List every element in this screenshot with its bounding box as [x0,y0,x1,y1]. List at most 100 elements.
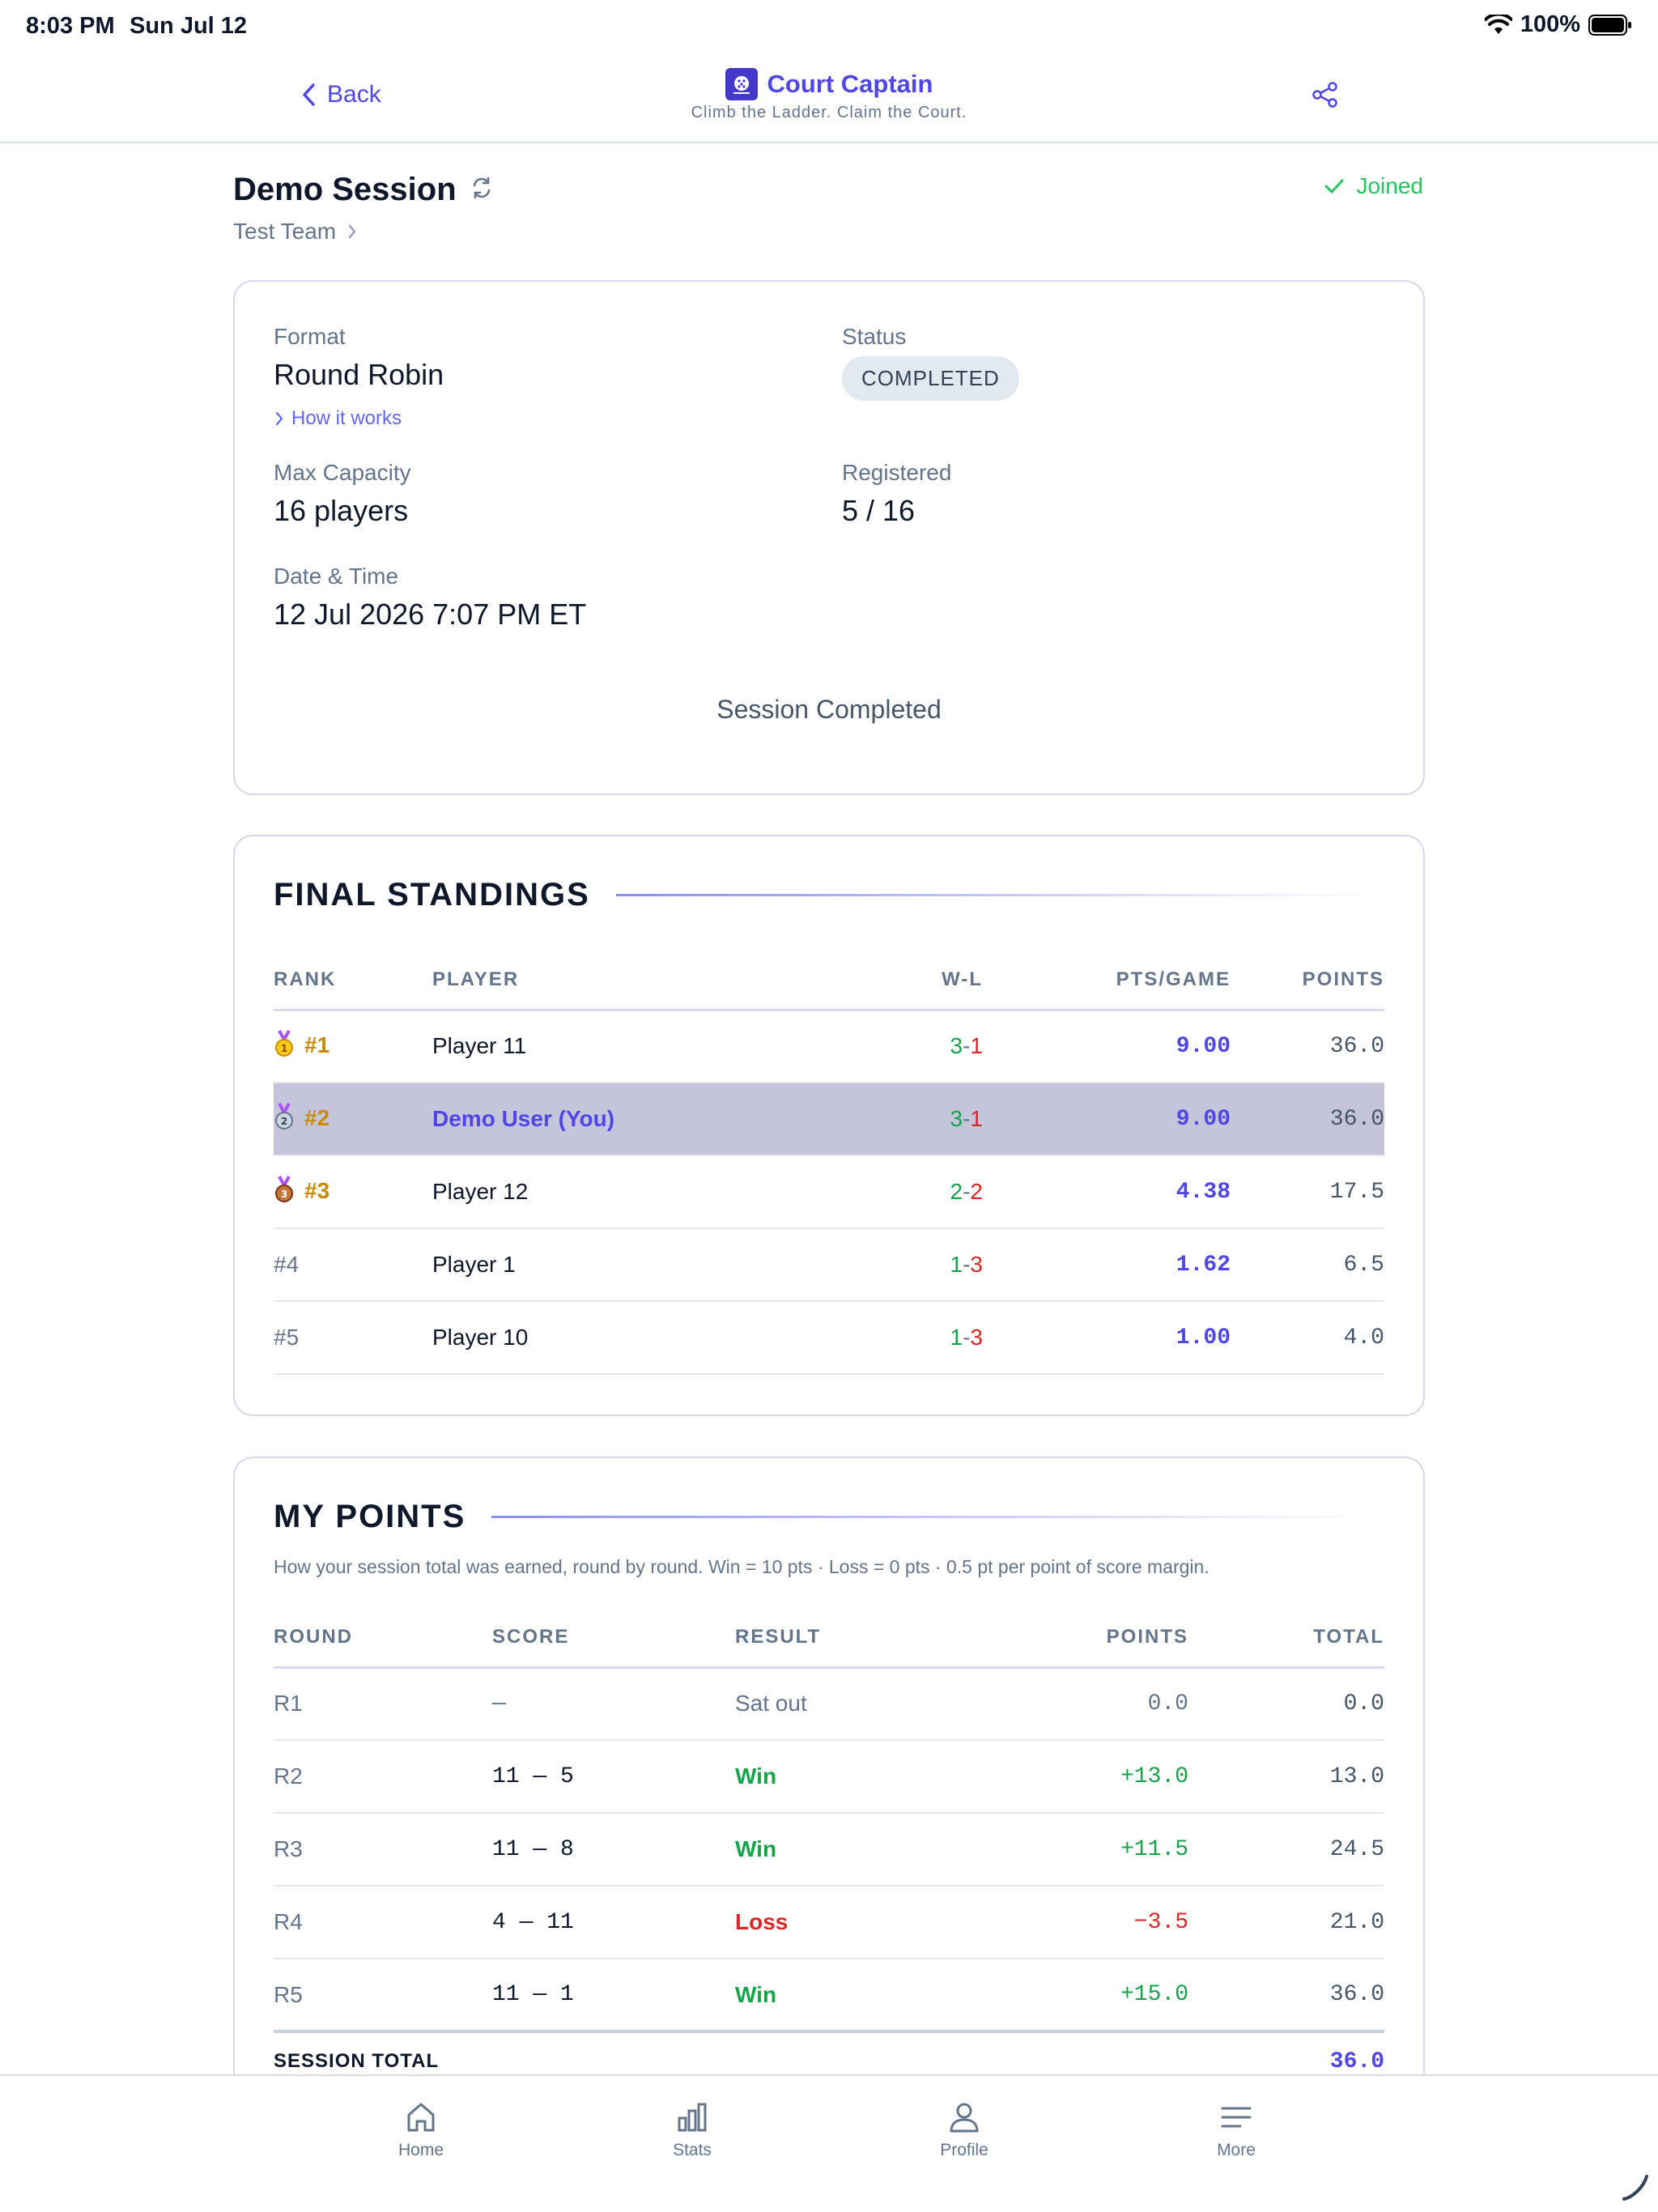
standings-table: RANK PLAYER W-L PTS/GAME POINTS 1 #1 Play… [274,951,1384,1375]
col-score: SCORE [492,1609,735,1669]
score: 4 — 11 [492,1886,735,1959]
joined-status: Joined [1324,173,1423,199]
col-points: POINTS [1002,1609,1188,1669]
my-points-card: MY POINTS How your session total was ear… [233,1457,1425,2212]
back-button[interactable]: Back [301,81,381,108]
tab-profile-label: Profile [940,2141,988,2159]
rank: #5 [274,1301,432,1375]
app-logo-icon [725,68,758,100]
player-name: Player 1 [432,1228,821,1302]
points: 6.5 [1231,1228,1384,1302]
round-points: −3.5 [1002,1886,1188,1959]
standings-row[interactable]: #4 Player 1 1-3 1.62 6.5 [274,1228,1384,1302]
col-total: TOTAL [1188,1609,1384,1669]
registered-label: Registered [842,460,952,485]
menu-icon [1221,2107,1252,2128]
how-it-works-link[interactable]: How it works [275,407,402,430]
col-ppg: PTS/GAME [983,951,1231,1011]
rank: #4 [274,1228,432,1302]
page-title: Demo Session [233,172,457,207]
status-time: 8:03 PM [26,13,115,39]
brand: Court Captain Climb the Ladder. Claim th… [0,68,1658,122]
round-points: +13.0 [1002,1740,1188,1814]
pts-per-game: 4.38 [983,1155,1231,1229]
how-it-works-label: How it works [291,407,402,429]
tab-more-label: More [1217,2141,1256,2159]
chevron-left-icon [303,83,315,106]
status-badge: COMPLETED [842,356,1019,401]
standings-row[interactable]: 1 #1 Player 11 3-1 9.00 36.0 [274,1010,1384,1083]
round: R4 [274,1886,492,1959]
chevron-right-icon [275,411,283,426]
win-loss: 1-3 [821,1301,983,1375]
share-button[interactable] [1312,81,1339,113]
my-points-table: ROUND SCORE RESULT POINTS TOTAL R1 — Sat… [274,1609,1384,2090]
status-field: Status COMPLETED [842,324,1019,401]
refresh-button[interactable] [470,176,494,204]
pts-per-game: 1.00 [983,1301,1231,1375]
status-indicators: 100% [1484,11,1632,38]
standings-row[interactable]: #5 Player 10 1-3 1.00 4.0 [274,1301,1384,1375]
session-title-row: Demo Session [233,172,494,208]
player-name: Demo User (You) [432,1083,821,1156]
win-loss: 3-1 [821,1083,983,1156]
registered-field: Registered 5 / 16 [842,460,951,528]
capacity-value: 16 players [274,494,409,527]
app-tagline: Climb the Ladder. Claim the Court. [691,104,967,121]
standings-row[interactable]: 3 #3 Player 12 2-2 4.38 17.5 [274,1155,1384,1229]
standings-row-current-user[interactable]: 2 #2 Demo User (You) 3-1 9.00 36.0 [274,1083,1384,1156]
session-completed-message: Session Completed [716,695,942,724]
round-row: R2 11 — 5 Win +13.0 13.0 [274,1740,1384,1814]
silver-medal-icon: 2 [274,1102,295,1136]
pts-per-game: 1.62 [983,1228,1231,1302]
status-label: Status [842,324,907,349]
result: Loss [735,1886,1002,1959]
heading-divider [491,1516,1371,1518]
round-points: +15.0 [1002,1959,1188,2032]
datetime-field: Date & Time 12 Jul 2026 7:07 PM ET [274,564,586,632]
my-points-description: How your session total was earned, round… [274,1556,1209,1577]
chevron-right-icon [348,224,356,239]
round-row: R5 11 — 1 Win +15.0 36.0 [274,1959,1384,2032]
heading-divider [615,894,1377,896]
round: R3 [274,1813,492,1887]
tab-home[interactable]: Home [356,2100,486,2160]
col-result: RESULT [735,1609,1002,1669]
round: R1 [274,1667,492,1741]
rank: #3 [304,1177,330,1203]
team-link[interactable]: Test Team [233,219,357,245]
tab-stats-label: Stats [673,2141,712,2159]
result: Win [735,1813,1002,1887]
user-icon [950,2103,979,2133]
round: R5 [274,1959,492,2032]
svg-text:3: 3 [281,1189,287,1200]
refresh-icon [473,177,490,199]
share-icon [1312,82,1337,108]
player-name: Player 10 [432,1301,821,1375]
tab-bar: Home Stats Profile More [0,2074,1658,2212]
resize-handle-icon [1622,2175,1648,2201]
tab-profile[interactable]: Profile [899,2100,1029,2160]
my-points-title: MY POINTS [274,1499,466,1534]
result: Sat out [735,1667,1002,1741]
player-name: Player 11 [432,1010,821,1083]
col-points: POINTS [1231,951,1384,1011]
points: 36.0 [1231,1083,1384,1156]
round-row: R1 — Sat out 0.0 0.0 [274,1667,1384,1741]
score: 11 — 5 [492,1740,735,1814]
col-round: ROUND [274,1609,492,1669]
bar-chart-icon [678,2103,707,2132]
result: Win [735,1959,1002,2032]
running-total: 24.5 [1188,1813,1384,1887]
round-row: R4 4 — 11 Loss −3.5 21.0 [274,1886,1384,1959]
capacity-field: Max Capacity 16 players [274,460,411,528]
round: R2 [274,1740,492,1814]
result: Win [735,1740,1002,1814]
score: 11 — 8 [492,1813,735,1887]
tab-more[interactable]: More [1171,2100,1301,2160]
check-icon [1324,179,1344,194]
tab-stats[interactable]: Stats [627,2100,757,2160]
round-row: R3 11 — 8 Win +11.5 24.5 [274,1813,1384,1887]
battery-percent: 100% [1520,11,1580,37]
rank: #2 [304,1104,330,1130]
